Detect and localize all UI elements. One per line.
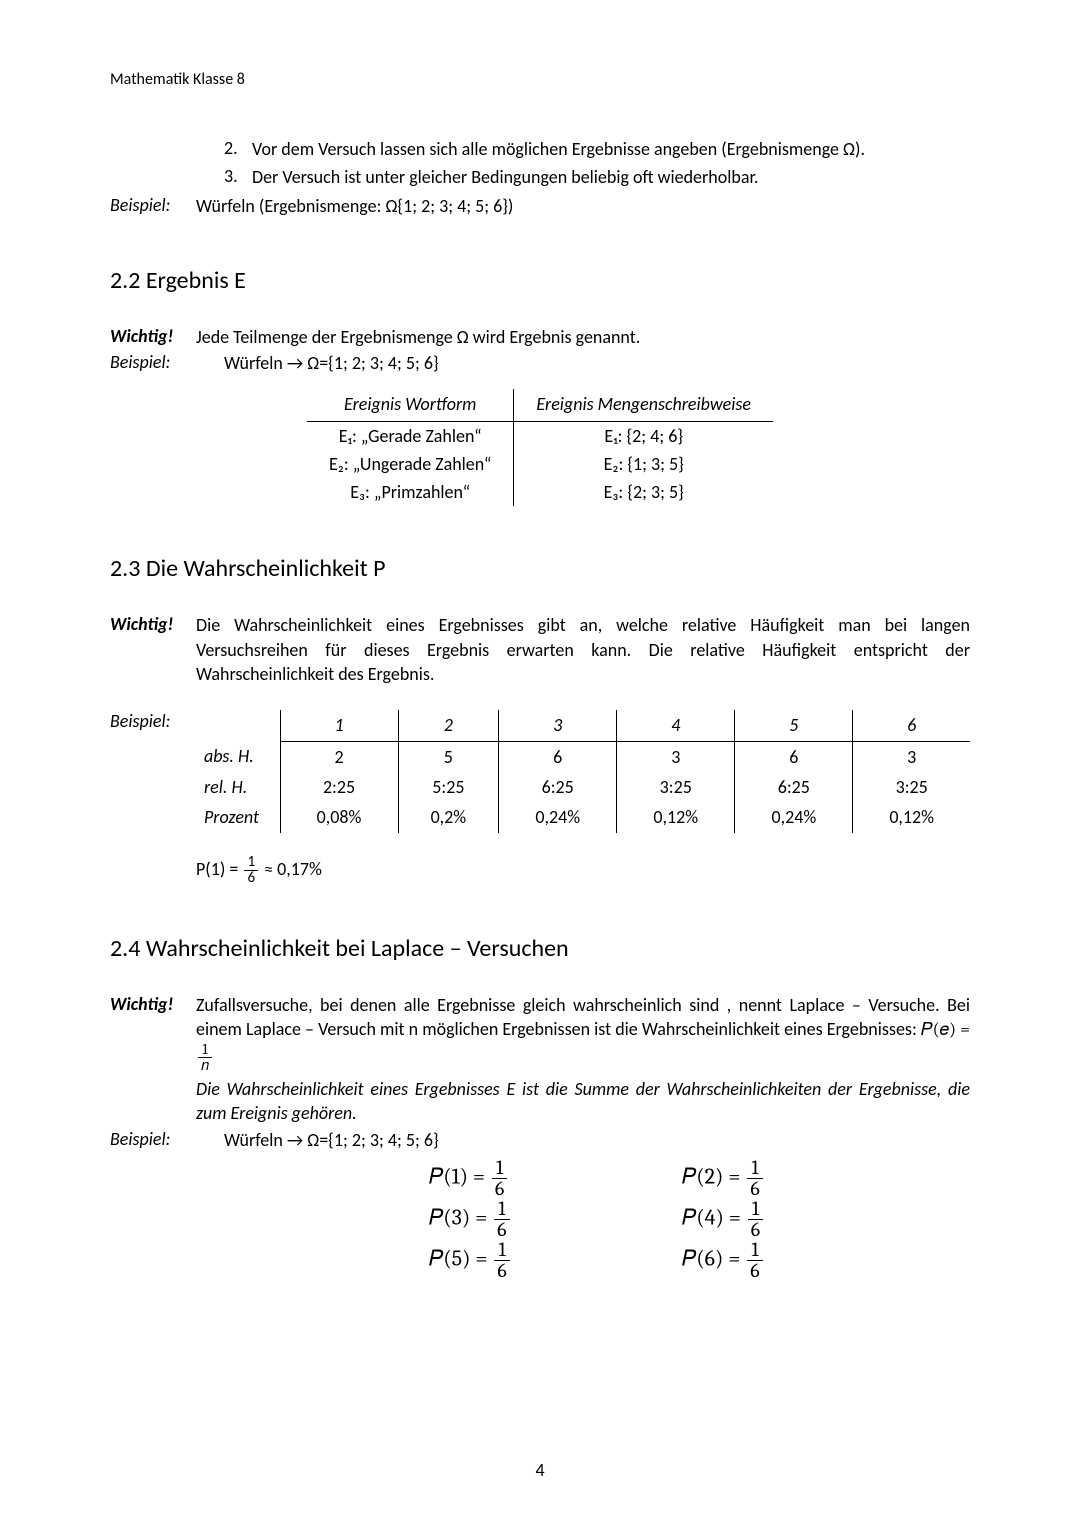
p-equation: 𝑃(6) = 16 <box>682 1240 765 1281</box>
wichtig-label: Wichtig! <box>110 613 196 635</box>
table-row: rel. H. 2:25 5:25 6:25 3:25 6:25 3:25 <box>196 772 970 802</box>
table-cell: E₂: {1; 3; 5} <box>514 450 773 478</box>
page-number: 4 <box>0 1459 1080 1481</box>
p-equation: 𝑃(2) = 16 <box>682 1158 765 1199</box>
list-text: Der Versuch ist unter gleicher Bedingung… <box>252 165 970 189</box>
table-cell: 0,12% <box>617 802 735 832</box>
wichtig-row: Wichtig! Jede Teilmenge der Ergebnismeng… <box>110 325 970 349</box>
beispiel-label: Beispiel: <box>110 1128 196 1150</box>
beispiel-text: Würfeln → Ω={1; 2; 3; 4; 5; 6} <box>196 351 970 375</box>
table-cell: 3:25 <box>617 772 735 802</box>
p1-formula: P(1) = 16 ≈ 0,17% <box>196 855 970 886</box>
formula-suffix: ≈ 0,17% <box>260 857 322 879</box>
fraction: 16 <box>244 855 258 886</box>
beispiel-label: Beispiel: <box>110 710 196 732</box>
table-cell: 0,12% <box>853 802 970 832</box>
fraction-den: 𝑛 <box>198 1058 212 1073</box>
table-row: Prozent 0,08% 0,2% 0,24% 0,12% 0,24% 0,1… <box>196 802 970 832</box>
table-header: 2 <box>398 710 499 741</box>
table-header: 6 <box>853 710 970 741</box>
list-number: 3. <box>224 165 252 187</box>
table-header: 5 <box>735 710 853 741</box>
table-cell: 0,24% <box>735 802 853 832</box>
row-header: Prozent <box>196 802 280 832</box>
table-cell: 3 <box>853 741 970 772</box>
table-cell: E₁: {2; 4; 6} <box>514 422 773 451</box>
wichtig-text: Jede Teilmenge der Ergebnismenge Ω wird … <box>196 325 970 349</box>
fraction-den: 6 <box>244 871 258 886</box>
fraction: 1𝑛 <box>198 1042 212 1073</box>
table-row: E₁: „Gerade Zahlen“ E₁: {2; 4; 6} <box>307 422 773 451</box>
wichtig-label: Wichtig! <box>110 325 196 347</box>
formula-prefix: P(1) = <box>196 857 242 879</box>
ereignis-table: Ereignis Wortform Ereignis Mengenschreib… <box>307 389 773 506</box>
wichtig-row: Wichtig! Zufallsversuche, bei denen alle… <box>110 993 970 1126</box>
beispiel-row: Beispiel: Würfeln → Ω={1; 2; 3; 4; 5; 6} <box>110 351 970 375</box>
list-item-2: 2. Vor dem Versuch lassen sich alle mögl… <box>110 137 970 161</box>
probability-grid: 𝑃(1) = 16 𝑃(3) = 16 𝑃(5) = 16 𝑃(2) = 16 … <box>224 1158 970 1281</box>
list-text: Vor dem Versuch lassen sich alle möglich… <box>252 137 970 161</box>
beispiel-body: Würfeln → Ω={1; 2; 3; 4; 5; 6} 𝑃(1) = 16… <box>196 1128 970 1281</box>
table-cell: 0,24% <box>499 802 617 832</box>
table-cell: 6 <box>735 741 853 772</box>
frequency-table: 1 2 3 4 5 6 abs. H. 2 5 6 3 <box>196 710 970 832</box>
section-2-2-title: 2.2 Ergebnis E <box>110 266 970 295</box>
beispiel-row: Beispiel: Würfeln → Ω={1; 2; 3; 4; 5; 6}… <box>110 1128 970 1281</box>
list-item-3: 3. Der Versuch ist unter gleicher Beding… <box>110 165 970 189</box>
beispiel-label: Beispiel: <box>110 351 196 373</box>
list-number: 2. <box>224 137 252 159</box>
p-equation: 𝑃(5) = 16 <box>429 1240 512 1281</box>
table-cell: 3:25 <box>853 772 970 802</box>
table-cell: 2:25 <box>280 772 398 802</box>
wichtig-text-1: Zufallsversuche, bei denen alle Ergebnis… <box>196 994 970 1040</box>
wichtig-body: Zufallsversuche, bei denen alle Ergebnis… <box>196 993 970 1126</box>
frequency-table-wrap: 1 2 3 4 5 6 abs. H. 2 5 6 3 <box>196 710 970 885</box>
p-equation: 𝑃(3) = 16 <box>429 1199 512 1240</box>
wichtig-label: Wichtig! <box>110 993 196 1015</box>
table-row: abs. H. 2 5 6 3 6 3 <box>196 741 970 772</box>
table-cell: 6 <box>499 741 617 772</box>
table-corner <box>196 710 280 741</box>
wichtig-text: Die Wahrscheinlichkeit eines Ergebnisses… <box>196 613 970 686</box>
wichtig-text-2: Die Wahrscheinlichkeit eines Ergebnisses… <box>196 1077 970 1126</box>
table-cell: 3 <box>617 741 735 772</box>
beispiel-row: Beispiel: 1 2 3 4 5 6 abs. H. <box>110 710 970 885</box>
table-cell: 0,08% <box>280 802 398 832</box>
wichtig-row: Wichtig! Die Wahrscheinlichkeit eines Er… <box>110 613 970 686</box>
table-row: E₃: „Primzahlen“ E₃: {2; 3; 5} <box>307 478 773 506</box>
table-cell: 5:25 <box>398 772 499 802</box>
page-header: Mathematik Klasse 8 <box>110 70 970 89</box>
page: Mathematik Klasse 8 2. Vor dem Versuch l… <box>0 0 1080 1527</box>
p-equation: 𝑃(1) = 16 <box>429 1158 512 1199</box>
table-header: Ereignis Mengenschreibweise <box>514 389 773 422</box>
table-header: 4 <box>617 710 735 741</box>
beispiel-text: Würfeln (Ergebnismenge: Ω{1; 2; 3; 4; 5;… <box>196 194 970 218</box>
table-header: 3 <box>499 710 617 741</box>
table-cell: 5 <box>398 741 499 772</box>
beispiel-row: Beispiel: Würfeln (Ergebnismenge: Ω{1; 2… <box>110 194 970 218</box>
table-cell: 0,2% <box>398 802 499 832</box>
table-cell: E₃: „Primzahlen“ <box>307 478 514 506</box>
table-cell: E₁: „Gerade Zahlen“ <box>307 422 514 451</box>
section-2-4-title: 2.4 Wahrscheinlichkeit bei Laplace – Ver… <box>110 934 970 963</box>
table-row: E₂: „Ungerade Zahlen“ E₂: {1; 3; 5} <box>307 450 773 478</box>
beispiel-label: Beispiel: <box>110 194 196 216</box>
p-equation: 𝑃(4) = 16 <box>682 1199 765 1240</box>
table-cell: E₂: „Ungerade Zahlen“ <box>307 450 514 478</box>
table-cell: 2 <box>280 741 398 772</box>
section-2-3-title: 2.3 Die Wahrscheinlichkeit P <box>110 554 970 583</box>
table-header: 1 <box>280 710 398 741</box>
table-cell: 6:25 <box>499 772 617 802</box>
row-header: abs. H. <box>196 741 280 772</box>
pe-formula-prefix: 𝑃(𝑒) = <box>921 1019 970 1040</box>
table-cell: 6:25 <box>735 772 853 802</box>
row-header: rel. H. <box>196 772 280 802</box>
beispiel-text: Würfeln → Ω={1; 2; 3; 4; 5; 6} <box>224 1129 439 1151</box>
table-cell: E₃: {2; 3; 5} <box>514 478 773 506</box>
table-header: Ereignis Wortform <box>307 389 514 422</box>
